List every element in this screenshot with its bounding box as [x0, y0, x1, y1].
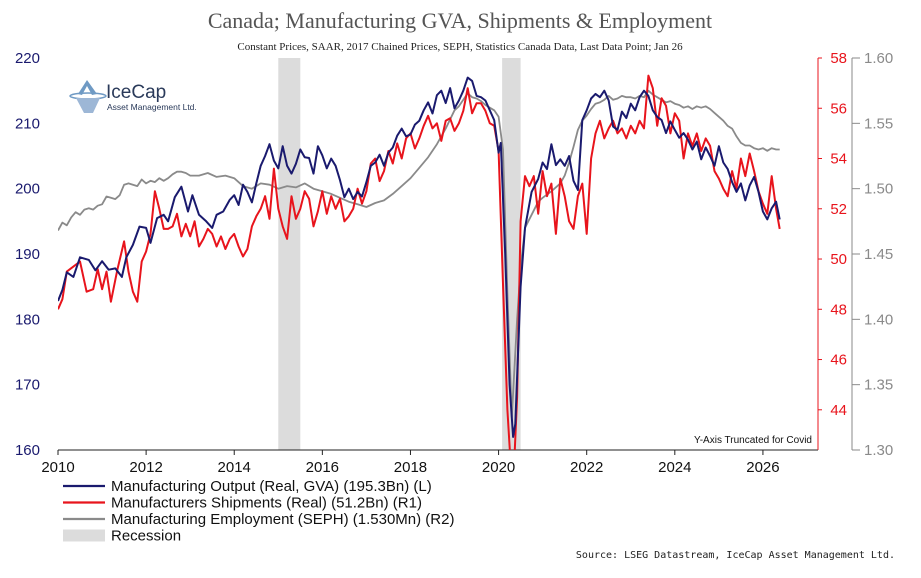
legend-label: Manufacturing Output (Real, GVA) (195.3B… [111, 478, 432, 495]
y-left-tick-label: 170 [15, 377, 40, 394]
y-right2-tick-label: 1.35 [864, 377, 893, 394]
chart-subtitle: Constant Prices, SAAR, 2017 Chained Pric… [237, 41, 683, 53]
x-tick-label: 2014 [218, 459, 251, 476]
y-right1-tick-label: 58 [830, 50, 847, 67]
legend-label: Manufacturers Shipments (Real) (51.2Bn) … [111, 495, 422, 512]
y-right1-tick-label: 52 [830, 201, 847, 218]
y-right1-tick-label: 48 [830, 301, 847, 318]
x-tick-label: 2018 [394, 459, 427, 476]
y-left-tick-label: 160 [15, 442, 40, 459]
iceberg-underwater-icon [76, 98, 100, 113]
y-right1-tick-label: 44 [830, 402, 847, 419]
legend-label: Recession [111, 528, 181, 545]
y-right1-tick-label: 50 [830, 251, 847, 268]
legend-swatch-recession [63, 529, 105, 542]
y-right2-tick-label: 1.50 [864, 181, 893, 198]
logo-name: IceCap [106, 82, 166, 103]
x-tick-label: 2024 [658, 459, 691, 476]
x-tick-label: 2010 [41, 459, 74, 476]
x-tick-label: 2022 [570, 459, 603, 476]
y-right1-tick-label: 46 [830, 352, 847, 369]
recession-bands [278, 58, 521, 450]
recession-band-1 [278, 58, 301, 450]
y-right1-tick-label: 56 [830, 100, 847, 117]
logo-tagline: Asset Management Ltd. [107, 102, 197, 112]
x-tick-label: 2012 [129, 459, 162, 476]
y-right2-tick-label: 1.60 [864, 50, 893, 67]
x-tick-label: 2020 [482, 459, 515, 476]
y-left-tick-label: 200 [15, 181, 40, 198]
axis-truncation-note: Y-Axis Truncated for Covid [694, 435, 812, 446]
employment-line [58, 89, 780, 419]
shipments-line [58, 74, 781, 450]
y-right2-tick-label: 1.55 [864, 115, 893, 132]
series-lines [58, 74, 781, 450]
x-tick-label: 2016 [306, 459, 339, 476]
legend-label: Manufacturing Employment (SEPH) (1.530Mn… [111, 511, 454, 528]
y-left-tick-label: 190 [15, 246, 40, 263]
y-left-tick-label: 210 [15, 115, 40, 132]
y-right2-tick-label: 1.45 [864, 246, 893, 263]
chart-title: Canada; Manufacturing GVA, Shipments & E… [208, 8, 712, 33]
icecap-logo: IceCap Asset Management Ltd. [69, 80, 197, 113]
y-right2-tick-label: 1.30 [864, 442, 893, 459]
x-tick-label: 2026 [746, 459, 779, 476]
legend: Manufacturing Output (Real, GVA) (195.3B… [63, 478, 454, 545]
source-note: Source: LSEG Datastream, IceCap Asset Ma… [576, 550, 895, 561]
iceberg-icon [78, 80, 97, 95]
output-line [58, 76, 781, 438]
y-right1-tick-label: 54 [830, 151, 847, 168]
y-left-tick-label: 180 [15, 311, 40, 328]
y-right2-tick-label: 1.40 [864, 311, 893, 328]
y-left-tick-label: 220 [15, 50, 40, 67]
axes: 2010 2012 2014 2016 2018 2020 2022 2024 2026 160 1… [15, 50, 893, 476]
